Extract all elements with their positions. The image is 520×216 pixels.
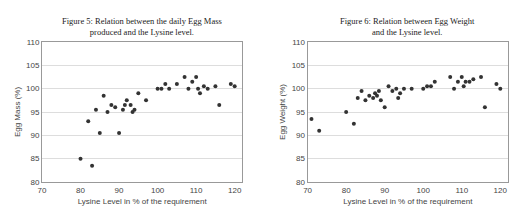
svg-text:Figure 6: Relation between Egg: Figure 6: Relation between Egg Weightand… (340, 16, 475, 37)
svg-text:Figure 5: Relation between the: Figure 5: Relation between the daily Egg… (62, 16, 222, 37)
svg-text:120: 120 (494, 186, 508, 195)
svg-text:90: 90 (30, 131, 39, 140)
svg-text:100: 100 (292, 84, 306, 93)
svg-text:Egg Weight (%): Egg Weight (%) (278, 84, 287, 140)
svg-text:80: 80 (30, 178, 39, 187)
svg-text:80: 80 (342, 186, 351, 195)
svg-text:85: 85 (30, 154, 39, 163)
svg-text:100: 100 (151, 186, 165, 195)
svg-text:85: 85 (296, 154, 305, 163)
svg-text:Lysine Level in % of the requi: Lysine Level in % of the requirement (343, 197, 473, 206)
svg-text:95: 95 (296, 108, 305, 117)
svg-text:70: 70 (38, 186, 47, 195)
svg-text:110: 110 (455, 186, 468, 195)
svg-text:Egg Mass (%): Egg Mass (%) (13, 87, 22, 138)
svg-text:120: 120 (228, 186, 242, 195)
svg-text:105: 105 (292, 61, 306, 70)
svg-text:Lysine Level in % of the requi: Lysine Level in % of the requirement (78, 197, 208, 206)
svg-text:105: 105 (26, 61, 40, 70)
svg-text:70: 70 (303, 186, 312, 195)
svg-text:100: 100 (26, 84, 40, 93)
svg-text:110: 110 (292, 38, 305, 47)
svg-text:90: 90 (115, 186, 124, 195)
svg-text:100: 100 (417, 186, 431, 195)
svg-text:110: 110 (27, 38, 40, 47)
svg-text:90: 90 (380, 186, 389, 195)
svg-text:90: 90 (296, 131, 305, 140)
svg-text:95: 95 (30, 108, 39, 117)
svg-text:80: 80 (296, 178, 305, 187)
svg-text:80: 80 (76, 186, 85, 195)
svg-text:110: 110 (190, 186, 203, 195)
